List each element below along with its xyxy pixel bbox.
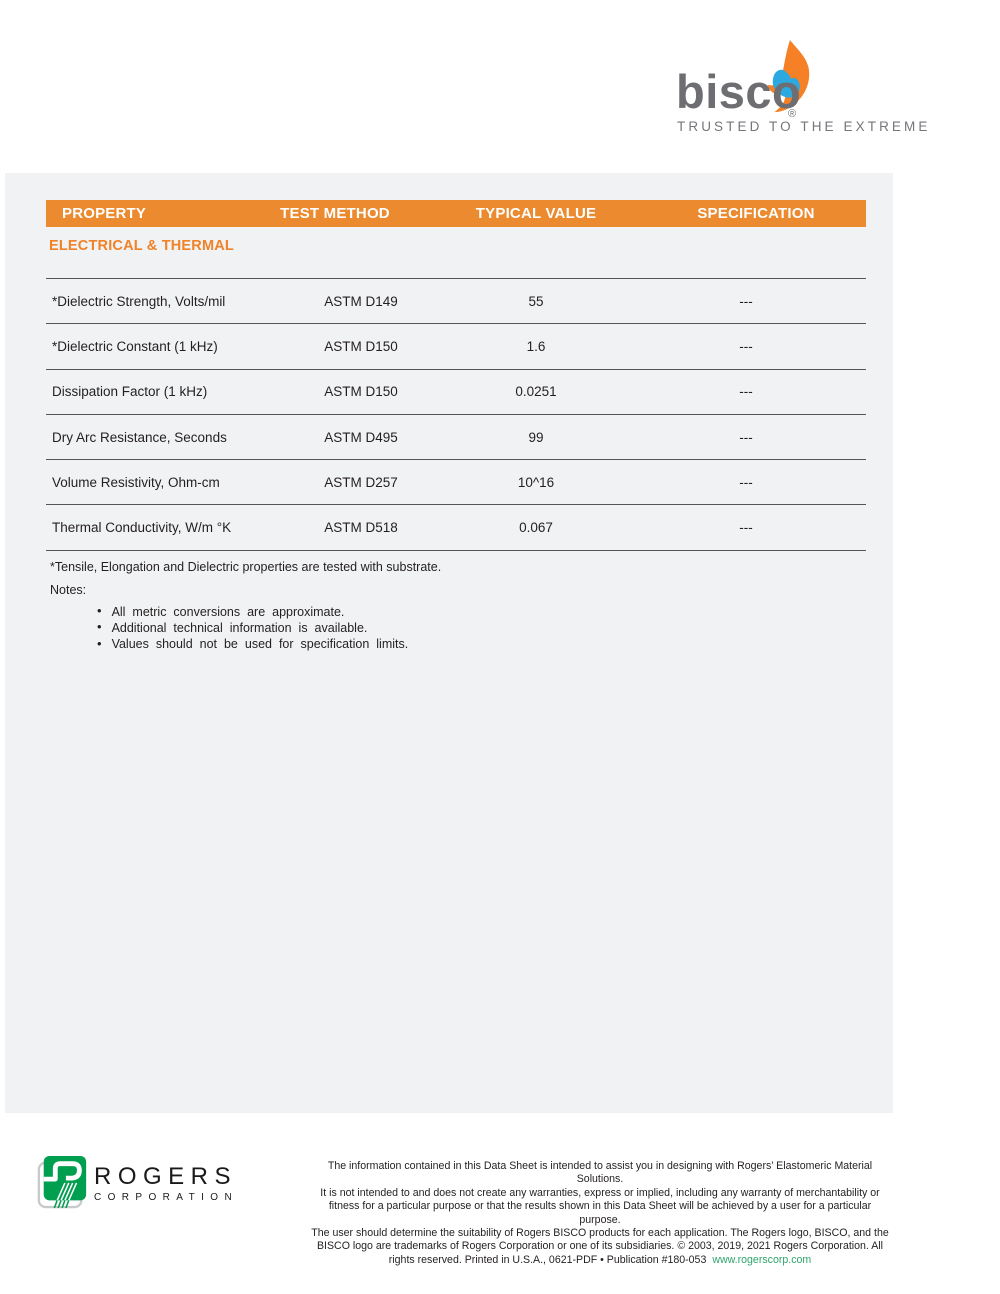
table-row: Thermal Conductivity, W/m °K ASTM D518 0… (46, 504, 866, 549)
section-title-electrical-thermal: ELECTRICAL & THERMAL (49, 238, 234, 254)
bisco-logo-text: bisco (676, 65, 802, 118)
bisco-tagline: TRUSTED TO THE EXTREME (677, 119, 931, 134)
property-cell: *Dielectric Strength, Volts/mil (52, 293, 226, 309)
table-row: Volume Resistivity, Ohm-cm ASTM D257 10^… (46, 459, 866, 504)
specification-cell: --- (739, 474, 753, 490)
property-cell: Volume Resistivity, Ohm-cm (52, 474, 220, 490)
bisco-logo: bisco ® TRUSTED TO THE EXTREME (676, 36, 927, 140)
specification-cell: --- (739, 429, 753, 445)
specification-cell: --- (739, 384, 753, 400)
notes-label: Notes: (50, 582, 87, 597)
legal-line: rights reserved. Printed in U.S.A., 0621… (308, 1254, 892, 1267)
test-method-cell: ASTM D495 (324, 429, 398, 445)
typical-value-cell: 99 (528, 429, 544, 445)
notes-list: All metric conversions are approximate. … (97, 604, 866, 653)
typical-value-cell: 0.067 (519, 520, 553, 536)
substrate-footnote: *Tensile, Elongation and Dielectric prop… (50, 559, 442, 574)
typical-value-cell: 1.6 (526, 338, 546, 354)
legal-line: The information contained in this Data S… (327, 1160, 873, 1186)
header-test-method: TEST METHOD (280, 205, 390, 222)
table-row: Dry Arc Resistance, Seconds ASTM D495 99… (46, 413, 866, 459)
content-panel: PROPERTY TEST METHOD TYPICAL VALUE SPECI… (5, 173, 893, 1113)
test-method-cell: ASTM D518 (324, 520, 398, 536)
property-cell: Dissipation Factor (1 kHz) (52, 384, 208, 400)
note-item: Values should not be used for specificat… (97, 636, 866, 652)
test-method-cell: ASTM D150 (324, 338, 398, 354)
header-specification: SPECIFICATION (697, 205, 815, 222)
table-row: *Dielectric Strength, Volts/mil ASTM D14… (46, 278, 866, 323)
rogers-name: ROGERS (94, 1163, 238, 1190)
properties-table: PROPERTY TEST METHOD TYPICAL VALUE SPECI… (46, 200, 866, 652)
test-method-cell: ASTM D149 (324, 293, 398, 309)
flame-icon (767, 40, 810, 113)
typical-value-cell: 10^16 (517, 474, 555, 490)
note-item: All metric conversions are approximate. (97, 604, 866, 620)
table-row: Dissipation Factor (1 kHz) ASTM D150 0.0… (46, 368, 866, 414)
typical-value-cell: 0.0251 (515, 384, 557, 400)
table-body: *Dielectric Strength, Volts/mil ASTM D14… (46, 278, 866, 551)
legal-line: The user should determine the suitabilit… (311, 1227, 889, 1240)
table-row: *Dielectric Constant (1 kHz) ASTM D150 1… (46, 323, 866, 368)
test-method-cell: ASTM D150 (324, 384, 398, 400)
registered-trademark-mark: ® (788, 108, 797, 120)
header-typical-value: TYPICAL VALUE (475, 205, 597, 222)
specification-cell: --- (739, 338, 753, 354)
legal-line-text: rights reserved. Printed in U.S.A., 0621… (388, 1253, 707, 1266)
property-cell: Dry Arc Resistance, Seconds (52, 429, 227, 445)
property-cell: *Dielectric Constant (1 kHz) (52, 338, 218, 354)
legal-line: It is not intended to and does not creat… (320, 1186, 880, 1199)
test-method-cell: ASTM D257 (324, 474, 398, 490)
rogers-wordmark: ROGERS CORPORATION (94, 1165, 238, 1203)
specification-cell: --- (739, 520, 753, 536)
header-property: PROPERTY (62, 205, 147, 222)
specification-cell: --- (739, 293, 753, 309)
legal-disclaimer: The information contained in this Data S… (308, 1160, 892, 1267)
rogers-subtitle: CORPORATION (94, 1192, 239, 1203)
rogers-logo-icon (37, 1155, 87, 1209)
legal-line: fitness for a particular purpose or that… (328, 1200, 872, 1226)
typical-value-cell: 55 (528, 293, 544, 309)
note-item: Additional technical information is avai… (97, 620, 866, 636)
legal-line: BISCO logo are trademarks of Rogers Corp… (316, 1240, 884, 1253)
rogers-corporation-logo: ROGERS CORPORATION (36, 1152, 296, 1222)
table-header-row: PROPERTY TEST METHOD TYPICAL VALUE SPECI… (46, 200, 866, 227)
property-cell: Thermal Conductivity, W/m °K (52, 520, 232, 536)
rogerscorp-website-link[interactable]: www.rogerscorp.com (712, 1253, 812, 1266)
